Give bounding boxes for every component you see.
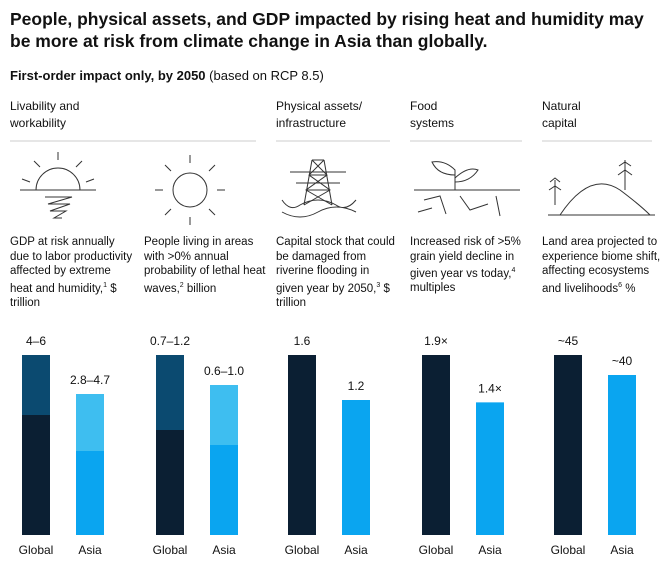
unit: % [625,282,636,295]
bar [156,430,184,535]
bar [22,415,50,535]
bar [76,451,104,535]
subtitle: First-order impact only, by 2050 (based … [10,68,324,83]
icon-landscape [548,160,655,216]
value-label: ~40 [612,354,633,368]
bar [422,355,450,535]
range-bar [76,394,104,451]
description-text: People living in areas with >0% annual p… [144,236,266,295]
icon-sun [155,155,225,225]
icon-plant [414,161,520,217]
bar [210,445,238,535]
value-label: ~45 [558,334,579,348]
section-label: Physical assets/ infrastructure [276,99,363,130]
value-label: 1.4× [478,381,502,395]
description-text: Land area projected to experience biome … [542,236,661,295]
description: GDP at risk annually due to labor produc… [10,235,134,310]
footnote-mark: 6 [618,281,622,289]
value-label: 1.2 [348,379,365,393]
subtitle-bold: First-order impact only, by 2050 [10,68,206,83]
unit: $ trillion [276,282,390,309]
x-tick-label: Global [419,543,454,557]
unit: billion [186,282,217,295]
value-label: 0.7–1.2 [150,334,190,348]
description: Capital stock that could be damaged from… [276,235,400,310]
value-label: 2.8–4.7 [70,373,110,387]
section-label: Food systems [410,99,455,130]
x-tick-label: Global [551,543,586,557]
unit: $ trillion [10,282,117,309]
description: Increased risk of >5% grain yield declin… [410,235,534,296]
description-text: Increased risk of >5% grain yield declin… [410,236,521,280]
range-bar [22,355,50,415]
range-bar [156,355,184,430]
subtitle-rest: (based on RCP 8.5) [209,68,324,83]
value-label: 0.6–1.0 [204,364,244,378]
x-tick-label: Asia [344,543,368,557]
description-text: Capital stock that could be damaged from… [276,236,395,295]
value-label: 1.9× [424,334,448,348]
bar [476,402,504,535]
x-tick-label: Global [285,543,320,557]
x-tick-label: Asia [78,543,102,557]
icon-pylon [281,159,357,218]
icon-sunset [20,152,96,219]
x-tick-label: Global [153,543,188,557]
title: People, physical assets, and GDP impacte… [10,9,644,51]
footnote-mark: 4 [511,267,516,274]
bar [608,375,636,535]
section-label: Livability and workability [10,99,80,130]
unit: multiples [410,282,456,295]
description: Land area projected to experience biome … [542,235,662,296]
x-tick-label: Global [19,543,54,557]
description-text: GDP at risk annually due to labor produc… [10,236,133,295]
footnote-mark: 3 [376,281,381,289]
range-bar [210,385,238,445]
section-label: Natural capital [542,99,581,130]
bar [288,355,316,535]
x-tick-label: Asia [478,543,502,557]
x-tick-label: Asia [610,543,634,557]
description: People living in areas with >0% annual p… [144,235,268,296]
x-tick-label: Asia [212,543,236,557]
footnote-mark: 1 [103,281,108,289]
value-label: 1.6 [294,334,311,348]
bar [342,400,370,535]
value-label: 4–6 [26,334,46,348]
bar [554,355,582,535]
footnote-mark: 2 [179,281,184,289]
